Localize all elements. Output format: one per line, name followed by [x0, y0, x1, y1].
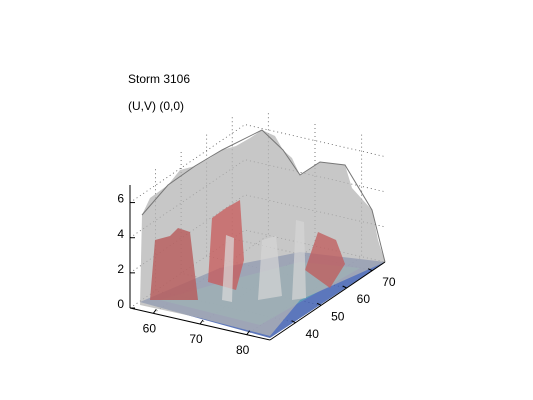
z-tick-label: 6: [117, 192, 124, 206]
surface: [140, 129, 386, 338]
y-axis: [269, 261, 386, 341]
surface-spike: [222, 235, 234, 302]
x-tick: [246, 330, 251, 335]
chart-title: Storm 3106: [128, 72, 190, 86]
x-tick: [199, 319, 204, 325]
y-tick-label: 70: [382, 275, 396, 289]
surface-spike: [258, 236, 282, 300]
surface-patch: [305, 232, 345, 288]
surface-spike: [292, 220, 306, 300]
x-tick: [152, 309, 157, 314]
z-tick-label: 0: [117, 297, 124, 311]
y-tick-label: 40: [306, 327, 320, 341]
y-tick: [316, 302, 322, 306]
chart-subtitle: (U,V) (0,0): [128, 99, 184, 113]
y-tick: [291, 320, 296, 324]
axes: 0 2 4 6 60 70 80 40 50 60 70: [117, 185, 396, 357]
x-tick-label: 70: [189, 332, 203, 346]
y-tick: [367, 268, 373, 272]
y-tick-label: 50: [331, 310, 345, 324]
surface-body: [140, 130, 385, 336]
x-tick-label: 60: [143, 322, 157, 336]
surface-edge: [141, 129, 386, 263]
surface-patch: [150, 228, 198, 300]
z-tick-label: 4: [117, 227, 124, 241]
y-tick-label: 60: [357, 292, 371, 306]
grid-line: [199, 123, 316, 325]
x-tick-label: 80: [236, 343, 250, 357]
grid-line: [246, 133, 363, 335]
z-tick-label: 2: [117, 262, 124, 276]
y-tick: [342, 285, 347, 289]
